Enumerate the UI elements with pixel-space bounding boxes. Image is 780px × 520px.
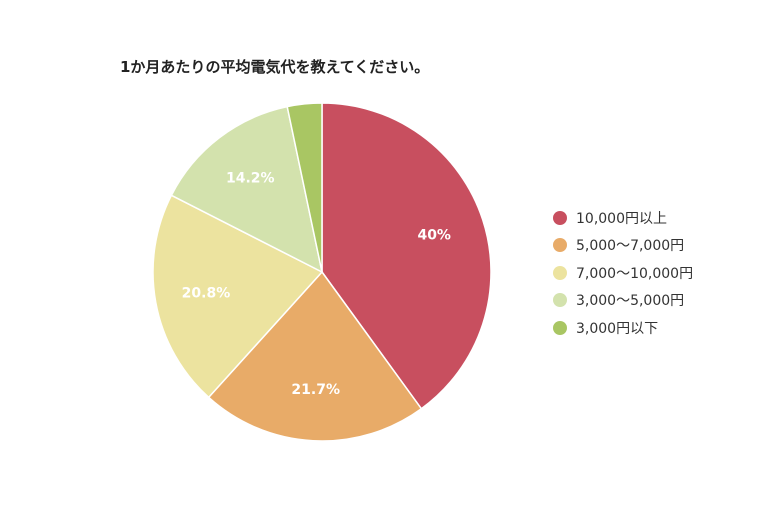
legend-item[interactable]: 3,000〜5,000円 (553, 287, 693, 315)
slice-data-label-0: 40% (417, 228, 451, 244)
legend-item[interactable]: 10,000円以上 (553, 204, 693, 232)
pie-slice-4[interactable] (286, 102, 323, 273)
pie-slice-1[interactable] (207, 270, 423, 442)
legend-label: 5,000〜7,000円 (576, 238, 685, 255)
pie-slice-3[interactable] (170, 105, 324, 274)
legend-swatch-icon (553, 265, 567, 280)
legend-swatch-icon (553, 320, 567, 335)
chart-title: 1か月あたりの平均電気代を教えてください。 (120, 58, 430, 76)
legend: 10,000円以上 5,000〜7,000円 7,000〜10,000円 3,000〜… (553, 204, 693, 342)
legend-swatch-icon (553, 238, 567, 253)
pie-slice-0[interactable] (321, 102, 492, 410)
slice-data-label-1: 21.7% (291, 382, 340, 398)
slice-data-label-3: 14.2% (226, 170, 275, 186)
pie-slice-2[interactable] (152, 194, 324, 399)
legend-swatch-icon (553, 210, 567, 225)
legend-swatch-icon (553, 293, 567, 308)
legend-item[interactable]: 7,000〜10,000円 (553, 259, 693, 287)
legend-label: 7,000〜10,000円 (576, 265, 694, 282)
legend-item[interactable]: 5,000〜7,000円 (553, 232, 693, 260)
legend-label: 3,000〜5,000円 (576, 293, 685, 310)
legend-label: 3,000円以下 (576, 320, 659, 337)
legend-label: 10,000円以上 (576, 210, 667, 227)
slice-data-label-2: 20.8% (182, 285, 231, 301)
legend-item[interactable]: 3,000円以下 (553, 314, 693, 342)
